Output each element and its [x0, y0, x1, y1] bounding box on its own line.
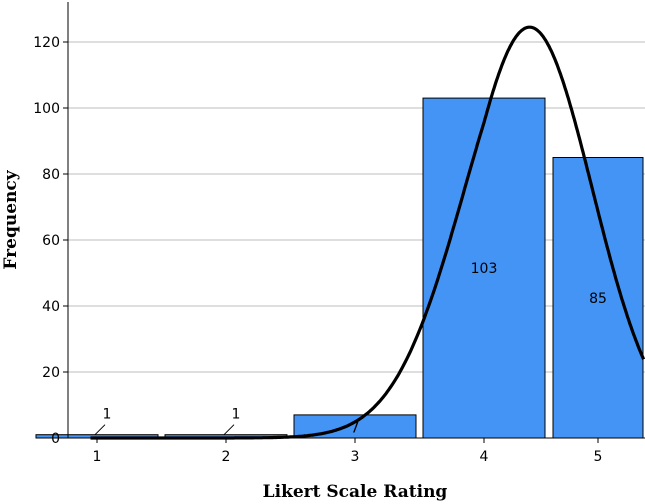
data-label: 1 — [103, 407, 112, 423]
y-tick-label: 100 — [33, 101, 60, 117]
y-tick-label: 40 — [42, 299, 60, 315]
y-tick-label: 0 — [51, 431, 60, 447]
y-tick-label: 120 — [33, 35, 60, 51]
label-leader-lines — [94, 424, 235, 436]
data-label: 7 — [351, 420, 360, 436]
x-tick-label: 3 — [351, 449, 360, 465]
gridlines — [68, 41, 645, 373]
data-labels: 1 1 7 103 85 — [103, 261, 607, 436]
x-axis-ticks: 1 2 3 4 5 — [93, 438, 603, 465]
y-tick-label: 20 — [42, 365, 60, 381]
x-tick-label: 5 — [594, 449, 603, 465]
bar — [552, 157, 644, 439]
y-tick-label: 60 — [42, 233, 60, 249]
data-label: 85 — [589, 291, 607, 307]
x-tick-label: 4 — [480, 449, 489, 465]
label-leader-line — [94, 424, 106, 436]
x-axis-title: Likert Scale Rating — [263, 482, 448, 502]
x-tick-label: 1 — [93, 449, 102, 465]
bars — [35, 97, 644, 439]
y-tick-label: 80 — [42, 167, 60, 183]
data-label: 1 — [232, 407, 241, 423]
x-tick-label: 2 — [222, 449, 231, 465]
y-axis-title: Frequency — [1, 169, 21, 269]
data-label: 103 — [471, 261, 498, 277]
y-axis-ticks: 0 20 40 60 80 100 120 — [33, 35, 68, 447]
bar — [422, 97, 546, 439]
label-leader-line — [223, 424, 235, 436]
